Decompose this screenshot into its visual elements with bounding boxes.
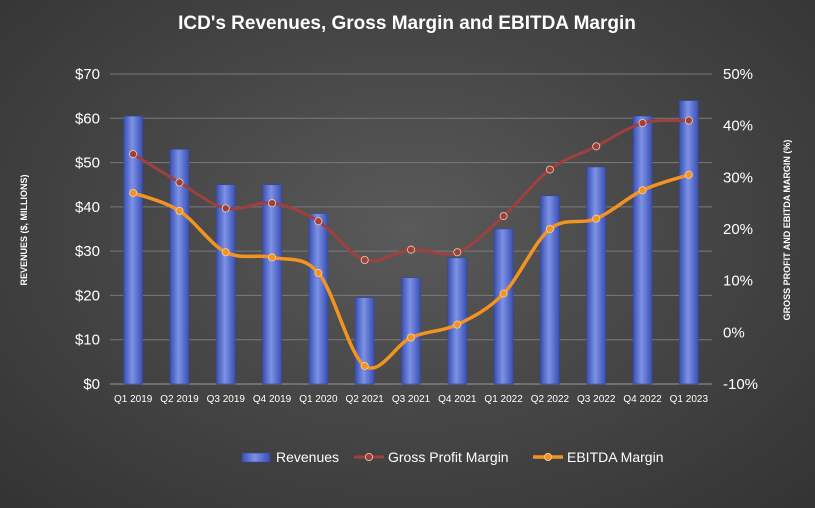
ebitda-margin-point [453, 320, 462, 329]
x-tick-label: Q3 2019 [207, 394, 246, 405]
revenue-bar [215, 184, 236, 385]
ebitda-margin-point [406, 333, 415, 342]
x-axis-ticks: Q1 2019 Q2 2019 Q3 2019 Q4 2019 Q1 2020 Q2 20… [114, 394, 708, 405]
ebitda-margin-point [129, 188, 138, 197]
revenue-bar [123, 115, 143, 385]
y2-tick-label: 50% [723, 66, 753, 83]
chart-title: ICD's Revenues, Gross Margin and EBITDA … [178, 13, 636, 34]
ebitda-margin-point [268, 253, 277, 262]
y-tick-label: $10 [75, 332, 100, 349]
x-tick-label: Q4 2021 [438, 394, 477, 405]
y-tick-label: $60 [75, 110, 100, 127]
y-tick-label: $70 [75, 66, 100, 83]
ebitda-margin-point [221, 248, 230, 257]
y2-tick-label: 30% [723, 169, 753, 186]
ebitda-margin-point [592, 214, 601, 223]
gross-margin-point [453, 248, 462, 257]
y-axis-label: REVENUES ($, MILLIONS) [19, 174, 29, 285]
revenue-bar [354, 297, 375, 385]
y2-axis-label: GROSS PROFIT AND EBITDA MARGIN (%) [782, 140, 792, 321]
x-tick-label: Q3 2021 [392, 394, 431, 405]
revenue-bar [540, 195, 560, 385]
legend-swatch-revenues [241, 452, 271, 463]
ebitda-margin-point [684, 170, 693, 179]
y-tick-label: $50 [75, 155, 100, 172]
gross-margin-point [592, 142, 601, 151]
gross-margin-point [221, 204, 230, 213]
gross-margin-point [268, 199, 277, 208]
y-tick-label: $30 [75, 243, 100, 260]
y-tick-label: $0 [83, 376, 100, 393]
legend-label-gross: Gross Profit Margin [388, 449, 509, 465]
legend-label-ebitda: EBITDA Margin [567, 449, 663, 465]
legend: Revenues Gross Profit Margin EBITDA Margin [241, 449, 663, 465]
ebitda-margin-point [314, 268, 323, 277]
x-tick-label: Q4 2022 [623, 394, 662, 405]
x-tick-label: Q3 2022 [577, 394, 616, 405]
y-axis-ticks: $0 $10 $20 $30 $40 $50 $60 $70 [75, 66, 100, 393]
ebitda-margin-point [638, 186, 647, 195]
y2-tick-label: -10% [723, 376, 758, 393]
gross-margin-point [545, 165, 554, 174]
x-tick-label: Q2 2019 [160, 394, 199, 405]
legend-label-revenues: Revenues [276, 449, 339, 465]
y2-tick-label: 40% [723, 118, 753, 135]
revenue-bar [493, 228, 514, 385]
gross-margin-point [175, 178, 184, 187]
ebitda-margin-point [545, 224, 554, 233]
x-tick-label: Q2 2021 [346, 394, 385, 405]
gross-margin-point [684, 116, 693, 125]
legend-marker-ebitda [544, 452, 553, 461]
revenue-bar [679, 100, 699, 385]
ebitda-margin-point [175, 206, 184, 215]
x-tick-label: Q1 2022 [484, 394, 523, 405]
revenue-bar [308, 213, 329, 385]
y2-tick-label: 0% [723, 324, 745, 341]
x-tick-label: Q1 2023 [670, 394, 709, 405]
revenue-bar [262, 184, 282, 385]
gross-margin-point [360, 255, 369, 264]
gross-margin-point [129, 150, 138, 159]
gross-margin-point [314, 217, 323, 226]
x-tick-label: Q4 2019 [253, 394, 292, 405]
revenue-bar [632, 115, 653, 385]
revenue-bar [401, 277, 421, 385]
gross-margin-point [406, 245, 415, 254]
y-tick-label: $20 [75, 287, 100, 304]
y-tick-label: $40 [75, 199, 100, 216]
revenue-bar [586, 166, 607, 385]
x-tick-label: Q1 2019 [114, 394, 153, 405]
gross-margin-point [499, 212, 508, 221]
gross-margin-point [638, 119, 647, 128]
x-tick-label: Q1 2020 [299, 394, 338, 405]
legend-marker-gross [364, 452, 373, 461]
ebitda-margin-point [360, 361, 369, 370]
y2-axis-ticks: -10% 0% 10% 20% 30% 40% 50% [723, 66, 758, 393]
margin-lines [129, 116, 693, 370]
y2-tick-label: 10% [723, 273, 753, 290]
ebitda-margin-point [499, 289, 508, 298]
x-tick-label: Q2 2022 [531, 394, 570, 405]
y2-tick-label: 20% [723, 221, 753, 238]
